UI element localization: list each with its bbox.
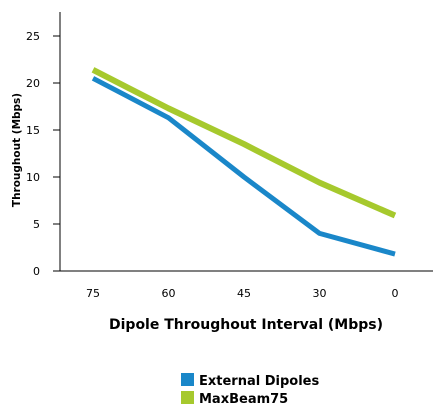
series-layer — [91, 67, 397, 257]
y-tick-label: 25 — [26, 30, 40, 43]
x-tick-label: 60 — [162, 287, 176, 300]
legend-label-maxbeam75: MaxBeam75 — [199, 392, 288, 407]
legend-label-external-dipoles: External Dipoles — [199, 374, 319, 389]
y-tick-label: 15 — [26, 124, 40, 137]
y-tick-label: 0 — [33, 265, 40, 278]
legend-swatch-maxbeam75 — [181, 391, 194, 404]
chart-axes — [59, 12, 433, 272]
legend-swatch-external-dipoles — [181, 373, 194, 386]
x-tick-label: 45 — [237, 287, 251, 300]
x-tick-label: 0 — [392, 287, 399, 300]
series-line-maxbeam75 — [91, 67, 397, 219]
x-axis-title: Dipole Throughout Interval (Mbps) — [109, 317, 383, 333]
x-tick-label: 30 — [313, 287, 327, 300]
x-tick-label: 75 — [86, 287, 100, 300]
y-ticks: 0 5 10 15 20 25 — [26, 30, 60, 278]
y-tick-label: 5 — [33, 218, 40, 231]
series-line-external-dipoles — [91, 76, 396, 257]
legend: External Dipoles MaxBeam75 — [181, 373, 319, 407]
x-ticks: 75 60 45 30 0 — [86, 287, 399, 300]
y-axis-title: Throughout (Mbps) — [11, 93, 23, 207]
y-tick-label: 10 — [26, 171, 40, 184]
y-tick-label: 20 — [26, 77, 40, 90]
